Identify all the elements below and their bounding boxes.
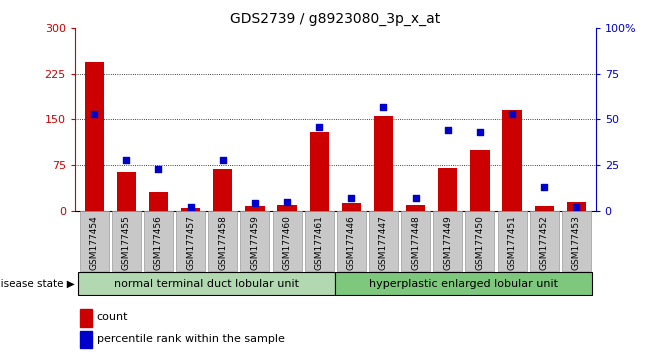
Point bbox=[314, 124, 324, 130]
Bar bbox=[534, 206, 554, 211]
FancyBboxPatch shape bbox=[112, 211, 141, 271]
FancyBboxPatch shape bbox=[465, 211, 494, 271]
Text: GSM177448: GSM177448 bbox=[411, 216, 420, 270]
Text: GSM177461: GSM177461 bbox=[314, 216, 324, 270]
Text: GSM177449: GSM177449 bbox=[443, 216, 452, 270]
Bar bbox=[277, 205, 297, 211]
Point bbox=[410, 195, 421, 201]
Point bbox=[475, 130, 485, 135]
FancyBboxPatch shape bbox=[305, 211, 334, 271]
Point bbox=[571, 204, 581, 210]
Text: GSM177450: GSM177450 bbox=[475, 216, 484, 270]
Text: GSM177457: GSM177457 bbox=[186, 216, 195, 270]
Text: GSM177460: GSM177460 bbox=[283, 216, 292, 270]
Text: GSM177459: GSM177459 bbox=[251, 216, 259, 270]
Point bbox=[217, 157, 228, 162]
Bar bbox=[149, 193, 168, 211]
Text: GSM177447: GSM177447 bbox=[379, 216, 388, 270]
Point bbox=[89, 111, 100, 117]
Title: GDS2739 / g8923080_3p_x_at: GDS2739 / g8923080_3p_x_at bbox=[230, 12, 440, 26]
Bar bbox=[406, 205, 425, 211]
Bar bbox=[567, 201, 586, 211]
Point bbox=[186, 204, 196, 210]
Text: GSM177455: GSM177455 bbox=[122, 216, 131, 270]
Text: GSM177453: GSM177453 bbox=[572, 216, 581, 270]
Bar bbox=[342, 203, 361, 211]
FancyBboxPatch shape bbox=[176, 211, 205, 271]
Bar bbox=[470, 150, 490, 211]
Text: GSM177452: GSM177452 bbox=[540, 216, 549, 270]
FancyBboxPatch shape bbox=[240, 211, 270, 271]
Text: GSM177454: GSM177454 bbox=[90, 216, 99, 270]
Point bbox=[121, 157, 132, 162]
Text: hyperplastic enlarged lobular unit: hyperplastic enlarged lobular unit bbox=[369, 279, 559, 289]
Bar bbox=[181, 207, 201, 211]
FancyBboxPatch shape bbox=[208, 211, 237, 271]
Bar bbox=[117, 172, 136, 211]
FancyBboxPatch shape bbox=[78, 273, 335, 295]
Text: GSM177446: GSM177446 bbox=[347, 216, 356, 270]
Point bbox=[346, 195, 357, 201]
Text: GSM177458: GSM177458 bbox=[218, 216, 227, 270]
FancyBboxPatch shape bbox=[497, 211, 527, 271]
FancyBboxPatch shape bbox=[562, 211, 591, 271]
Point bbox=[282, 199, 292, 204]
Bar bbox=[374, 116, 393, 211]
FancyBboxPatch shape bbox=[273, 211, 301, 271]
Point bbox=[378, 104, 389, 109]
Text: percentile rank within the sample: percentile rank within the sample bbox=[97, 334, 284, 344]
FancyBboxPatch shape bbox=[335, 273, 592, 295]
FancyBboxPatch shape bbox=[401, 211, 430, 271]
Bar bbox=[80, 331, 92, 348]
Point bbox=[153, 166, 163, 172]
FancyBboxPatch shape bbox=[434, 211, 462, 271]
Text: count: count bbox=[97, 312, 128, 322]
Text: normal terminal duct lobular unit: normal terminal duct lobular unit bbox=[114, 279, 299, 289]
Point bbox=[539, 184, 549, 190]
Bar bbox=[213, 169, 232, 211]
Bar bbox=[80, 309, 92, 326]
Point bbox=[507, 111, 518, 117]
FancyBboxPatch shape bbox=[337, 211, 366, 271]
Text: GSM177456: GSM177456 bbox=[154, 216, 163, 270]
FancyBboxPatch shape bbox=[144, 211, 173, 271]
Text: GSM177451: GSM177451 bbox=[508, 216, 517, 270]
Bar bbox=[245, 206, 264, 211]
Point bbox=[250, 200, 260, 206]
Text: disease state ▶: disease state ▶ bbox=[0, 279, 75, 289]
FancyBboxPatch shape bbox=[530, 211, 559, 271]
Point bbox=[443, 127, 453, 133]
Bar bbox=[85, 62, 104, 211]
Bar bbox=[503, 110, 521, 211]
FancyBboxPatch shape bbox=[79, 211, 109, 271]
Bar bbox=[438, 168, 458, 211]
Bar bbox=[309, 132, 329, 211]
FancyBboxPatch shape bbox=[369, 211, 398, 271]
